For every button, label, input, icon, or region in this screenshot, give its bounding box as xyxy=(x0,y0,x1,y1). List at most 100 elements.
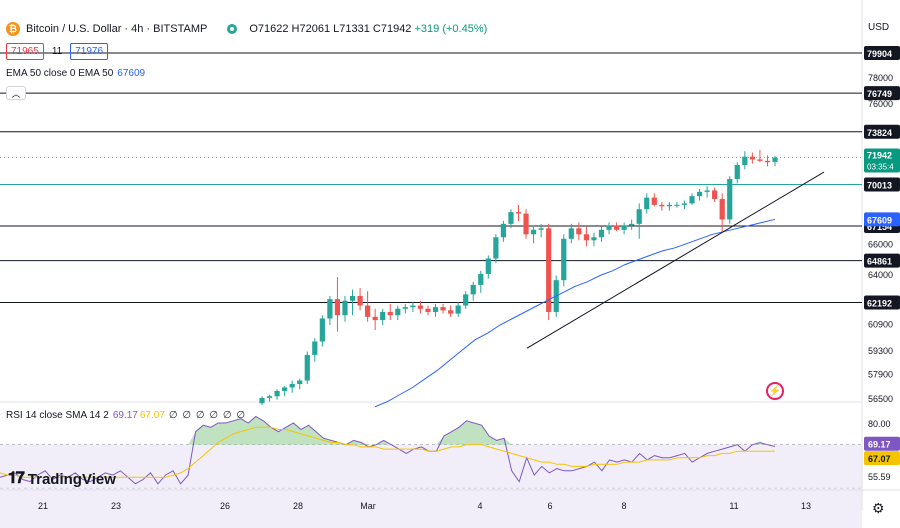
candle-body xyxy=(297,380,303,385)
candle-body xyxy=(696,191,703,197)
candle-body xyxy=(372,316,378,321)
tradingview-logo[interactable]: ⁠𝟏𝟕 TradingView xyxy=(8,470,116,488)
level-label-bg xyxy=(864,253,900,268)
candle-body xyxy=(546,228,552,312)
y-tick-label: 59300 xyxy=(868,346,893,356)
level-label-bg xyxy=(864,124,900,139)
candle-body xyxy=(334,299,341,316)
bitcoin-icon: ₿ xyxy=(6,22,20,36)
candle-body xyxy=(304,354,310,381)
level-label-bg xyxy=(864,295,900,310)
rsi-band xyxy=(0,444,862,528)
x-tick-label: 8 xyxy=(621,501,626,511)
buy-button[interactable]: 71976 xyxy=(70,43,109,60)
candle-body xyxy=(606,225,612,230)
tradingview-logo-icon: ⁠𝟏𝟕 xyxy=(8,470,25,487)
ema-legend-value: 67609 xyxy=(117,68,146,79)
candle-body xyxy=(327,299,333,319)
symbol-title[interactable]: Bitcoin / U.S. Dollar · 4h · BITSTAMP xyxy=(26,23,208,35)
candle-body xyxy=(719,199,725,220)
rsi-line xyxy=(0,415,776,485)
candle-body xyxy=(523,213,529,235)
sell-button[interactable]: 71965 xyxy=(6,43,44,60)
candle-body xyxy=(666,204,672,207)
candle-body xyxy=(651,197,657,205)
candle-body xyxy=(357,295,363,306)
level-label: 70013 xyxy=(867,181,892,191)
candle-body xyxy=(380,311,386,321)
ema-label-bg xyxy=(864,212,900,227)
trade-box: 71965 11 71976 xyxy=(6,43,109,60)
candle-body xyxy=(749,156,755,160)
candle-body xyxy=(742,156,748,166)
level-label: 73824 xyxy=(867,128,892,138)
candle-body xyxy=(681,203,688,205)
candle-body xyxy=(395,308,401,316)
x-tick-label: 23 xyxy=(111,501,121,511)
candle-body xyxy=(674,204,680,206)
candle-body xyxy=(417,305,424,309)
candle-body xyxy=(470,284,476,295)
candles xyxy=(259,149,778,406)
candle-body xyxy=(727,179,733,220)
candle-body xyxy=(282,387,288,391)
ema-legend[interactable]: EMA 50 close 0 EMA 50 67609 xyxy=(6,68,145,79)
x-tick-label: 6 xyxy=(547,501,552,511)
rsi-value-label: 69.17 xyxy=(868,440,891,450)
x-tick-label: 13 xyxy=(801,501,811,511)
brand-name: TradingView xyxy=(27,470,116,488)
x-tick-label: 11 xyxy=(729,501,738,511)
currency-label[interactable]: USD xyxy=(868,22,890,33)
candle-body xyxy=(704,190,710,192)
candle-body xyxy=(530,229,537,235)
candle-body xyxy=(432,307,439,312)
rsi-sma-legend-value: 67.07 xyxy=(139,410,165,421)
rsi-tick-label: 55.59 xyxy=(868,472,891,482)
candle-body xyxy=(757,159,763,161)
candle-body xyxy=(712,190,718,200)
gear-icon[interactable]: ⚙ xyxy=(872,500,885,516)
lightning-icon[interactable]: ⚡ xyxy=(766,382,784,400)
rsi-legend[interactable]: RSI 14 close SMA 14 2 69.17 67.07 ∅ ∅ ∅ ∅ ∅… xyxy=(6,410,246,421)
rsi-legend-value: 69.17 xyxy=(112,410,138,421)
candle-body xyxy=(508,212,514,224)
candle-body xyxy=(659,204,665,207)
level-label-bg xyxy=(864,46,900,60)
candle-body xyxy=(598,229,605,238)
candle-body xyxy=(591,237,597,241)
rsi-overbought-fill xyxy=(0,416,775,445)
rsi-value-label: 67.07 xyxy=(868,454,891,464)
candle-body xyxy=(538,228,544,230)
level-label-bg xyxy=(864,86,900,101)
candle-body xyxy=(485,258,491,274)
candle-body xyxy=(629,223,635,226)
candle-body xyxy=(515,212,522,214)
candle-body xyxy=(289,384,295,388)
candle-body xyxy=(576,228,582,235)
candle-body xyxy=(621,225,627,230)
candle-body xyxy=(266,396,273,398)
candle-body xyxy=(644,197,650,210)
candle-body xyxy=(689,196,695,204)
ohlc-values: O71622 H72061 L71331 C71942 +319 (+0.45%… xyxy=(249,23,488,35)
candle-body xyxy=(410,305,416,308)
candle-body xyxy=(478,273,484,285)
candle-body xyxy=(561,238,567,281)
price-countdown: 03:35:4 xyxy=(867,162,894,171)
y-tick-label: 64000 xyxy=(868,270,893,280)
candle-body xyxy=(493,237,499,259)
candle-body xyxy=(500,223,507,238)
candle-body xyxy=(734,165,740,180)
candle-body xyxy=(772,157,778,162)
rsi-value-label-bg xyxy=(864,436,900,451)
chevron-up-icon: ︿ xyxy=(11,88,21,99)
level-label: 67154 xyxy=(867,222,892,232)
candle-body xyxy=(636,209,642,224)
collapse-legend-button[interactable]: ︿ xyxy=(6,86,26,100)
candle-body xyxy=(365,305,371,317)
rsi-legend-empty-values: ∅ ∅ ∅ ∅ ∅ ∅ xyxy=(168,410,247,421)
x-tick-label: 28 xyxy=(293,501,303,511)
level-label: 62192 xyxy=(867,298,892,308)
rsi-value-label-bg xyxy=(864,451,900,466)
